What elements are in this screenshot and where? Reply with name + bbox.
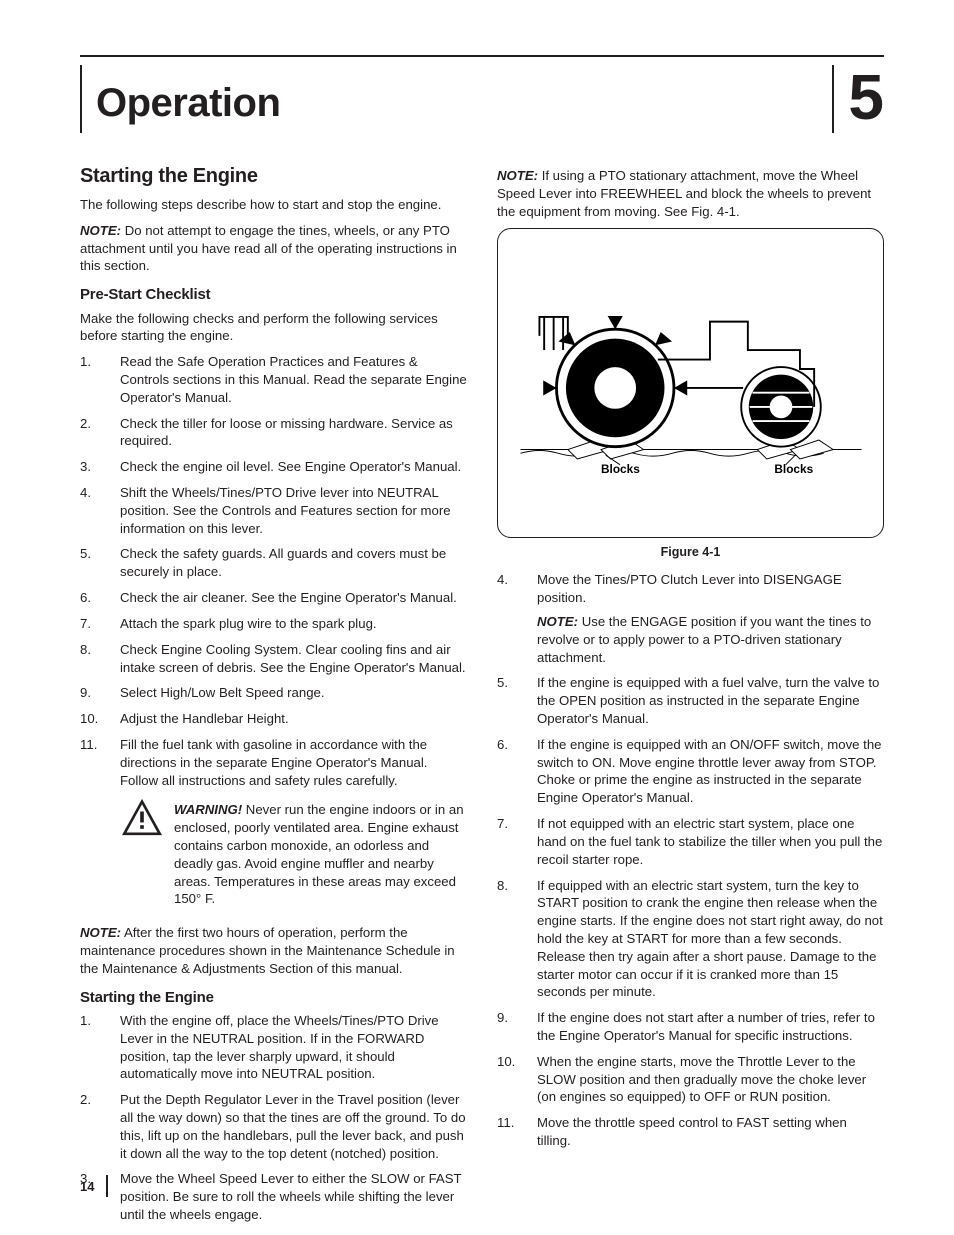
list-item: When the engine starts, move the Throttl… — [497, 1053, 884, 1106]
warning-label: WARNING! — [174, 802, 242, 817]
list-item: Attach the spark plug wire to the spark … — [80, 615, 467, 633]
list-item: If not equipped with an electric start s… — [497, 815, 884, 868]
list-item: Move the Tines/PTO Clutch Lever into DIS… — [497, 571, 884, 666]
tiller-diagram: Blocks Blocks — [511, 279, 871, 497]
content-columns: Starting the Engine The following steps … — [80, 163, 884, 1232]
warning-block: WARNING! Never run the engine indoors or… — [80, 797, 467, 916]
list-item: Fill the fuel tank with gasoline in acco… — [80, 736, 467, 789]
list-item: Move the Wheel Speed Lever to either the… — [80, 1170, 467, 1223]
list-item: Move the throttle speed control to FAST … — [497, 1114, 884, 1150]
left-column: Starting the Engine The following steps … — [80, 163, 467, 1232]
intro-text: The following steps describe how to star… — [80, 196, 467, 214]
note-text: If using a PTO stationary attachment, mo… — [497, 168, 871, 219]
right-column: NOTE: If using a PTO stationary attachme… — [497, 163, 884, 1232]
chapter-number: 5 — [848, 65, 884, 129]
list-item: Check Engine Cooling System. Clear cooli… — [80, 641, 467, 677]
checklist: Read the Safe Operation Practices and Fe… — [80, 353, 467, 789]
list-item: Check the safety guards. All guards and … — [80, 545, 467, 581]
footer-rule — [106, 1175, 108, 1197]
warning-text-wrap: WARNING! Never run the engine indoors or… — [174, 801, 467, 908]
top-rule — [80, 55, 884, 57]
header-rule-right — [832, 65, 834, 133]
list-item: Check the engine oil level. See Engine O… — [80, 458, 467, 476]
subsection-intro: Make the following checks and perform th… — [80, 310, 467, 346]
list-item: If equipped with an electric start syste… — [497, 877, 884, 1002]
note-block: NOTE: If using a PTO stationary attachme… — [497, 167, 884, 220]
figure-label-right: Blocks — [774, 463, 813, 477]
note-label: NOTE: — [497, 168, 538, 183]
note-text: After the first two hours of operation, … — [80, 925, 455, 976]
note-block: NOTE: After the first two hours of opera… — [80, 924, 467, 977]
list-item: Shift the Wheels/Tines/PTO Drive lever i… — [80, 484, 467, 537]
header-rule-left — [80, 65, 82, 133]
figure-box: Blocks Blocks — [497, 228, 884, 538]
list-item: Check the air cleaner. See the Engine Op… — [80, 589, 467, 607]
note-text: Use the ENGAGE position if you want the … — [537, 614, 871, 665]
list-item: Put the Depth Regulator Lever in the Tra… — [80, 1091, 467, 1162]
section-heading: Starting the Engine — [80, 163, 467, 190]
note-block: NOTE: Do not attempt to engage the tines… — [80, 222, 467, 275]
list-item: If the engine is equipped with a fuel va… — [497, 674, 884, 727]
note-label: NOTE: — [80, 223, 121, 238]
subsection-heading: Starting the Engine — [80, 988, 467, 1008]
list-item: Read the Safe Operation Practices and Fe… — [80, 353, 467, 406]
page-header: Operation 5 — [80, 65, 884, 133]
note-label: NOTE: — [537, 614, 578, 629]
note-label: NOTE: — [80, 925, 121, 940]
note-block: NOTE: Use the ENGAGE position if you wan… — [537, 613, 884, 666]
list-item: Adjust the Handlebar Height. — [80, 710, 467, 728]
note-text: Do not attempt to engage the tines, whee… — [80, 223, 457, 274]
right-steps: Move the Tines/PTO Clutch Lever into DIS… — [497, 571, 884, 1150]
start-engine-steps: With the engine off, place the Wheels/Ti… — [80, 1012, 467, 1224]
figure-caption: Figure 4-1 — [497, 544, 884, 561]
warning-text: Never run the engine indoors or in an en… — [174, 802, 464, 906]
warning-icon — [120, 797, 164, 916]
list-item: If the engine is equipped with an ON/OFF… — [497, 736, 884, 807]
page-number: 14 — [80, 1179, 94, 1194]
page-footer: 14 — [80, 1175, 108, 1197]
chapter-title: Operation — [96, 65, 818, 123]
list-item: If the engine does not start after a num… — [497, 1009, 884, 1045]
list-item: Check the tiller for loose or missing ha… — [80, 415, 467, 451]
step-text: Move the Tines/PTO Clutch Lever into DIS… — [537, 572, 842, 605]
subsection-heading: Pre-Start Checklist — [80, 285, 467, 305]
list-item: Select High/Low Belt Speed range. — [80, 684, 467, 702]
figure-label-left: Blocks — [601, 463, 640, 477]
list-item: With the engine off, place the Wheels/Ti… — [80, 1012, 467, 1083]
